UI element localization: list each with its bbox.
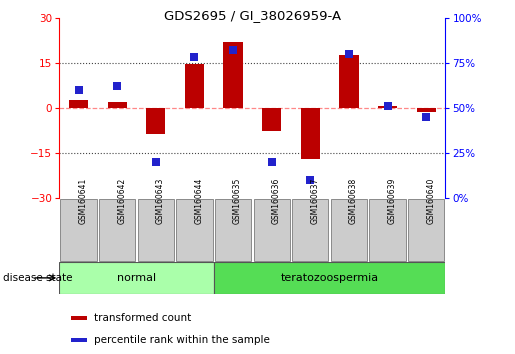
Bar xyxy=(214,262,445,294)
Bar xyxy=(408,199,444,261)
Text: GSM160638: GSM160638 xyxy=(349,178,358,224)
Text: percentile rank within the sample: percentile rank within the sample xyxy=(94,335,270,345)
Point xyxy=(152,159,160,165)
Text: disease state: disease state xyxy=(3,273,72,283)
Text: GSM160644: GSM160644 xyxy=(194,178,203,224)
Bar xyxy=(378,107,397,108)
Bar xyxy=(69,101,88,108)
Text: teratozoospermia: teratozoospermia xyxy=(281,273,379,283)
Text: normal: normal xyxy=(117,273,156,283)
Bar xyxy=(301,108,320,159)
Point xyxy=(113,84,122,89)
Bar xyxy=(292,199,329,261)
Point xyxy=(191,55,199,60)
Point xyxy=(345,51,353,57)
Bar xyxy=(138,199,174,261)
Text: GSM160643: GSM160643 xyxy=(156,178,165,224)
Point xyxy=(306,177,314,183)
Bar xyxy=(215,199,251,261)
Text: GSM160637: GSM160637 xyxy=(310,178,319,224)
Point xyxy=(229,47,237,53)
Bar xyxy=(99,199,135,261)
Bar xyxy=(59,262,214,294)
Bar xyxy=(108,102,127,108)
Text: GSM160636: GSM160636 xyxy=(272,178,281,224)
Bar xyxy=(176,199,213,261)
Text: GSM160635: GSM160635 xyxy=(233,178,242,224)
Bar xyxy=(71,316,87,320)
Bar xyxy=(224,42,243,108)
Bar xyxy=(253,199,290,261)
Bar xyxy=(417,108,436,113)
Bar xyxy=(146,108,165,133)
Text: GSM160642: GSM160642 xyxy=(117,178,126,224)
Bar xyxy=(60,199,97,261)
Text: GSM160640: GSM160640 xyxy=(426,178,435,224)
Bar xyxy=(71,338,87,342)
Bar xyxy=(185,64,204,108)
Point xyxy=(268,159,276,165)
Bar xyxy=(331,199,367,261)
Text: transformed count: transformed count xyxy=(94,313,191,323)
Text: GSM160639: GSM160639 xyxy=(388,178,397,224)
Bar xyxy=(262,108,281,131)
Text: GDS2695 / GI_38026959-A: GDS2695 / GI_38026959-A xyxy=(164,9,341,22)
Point xyxy=(74,87,82,93)
Point xyxy=(422,114,431,120)
Text: GSM160641: GSM160641 xyxy=(78,178,88,224)
Bar xyxy=(369,199,406,261)
Bar xyxy=(339,55,358,108)
Point xyxy=(383,103,392,109)
